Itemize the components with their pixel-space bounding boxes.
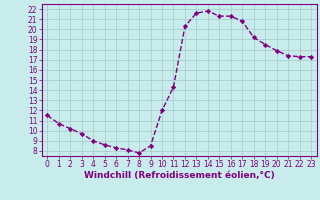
- X-axis label: Windchill (Refroidissement éolien,°C): Windchill (Refroidissement éolien,°C): [84, 171, 275, 180]
